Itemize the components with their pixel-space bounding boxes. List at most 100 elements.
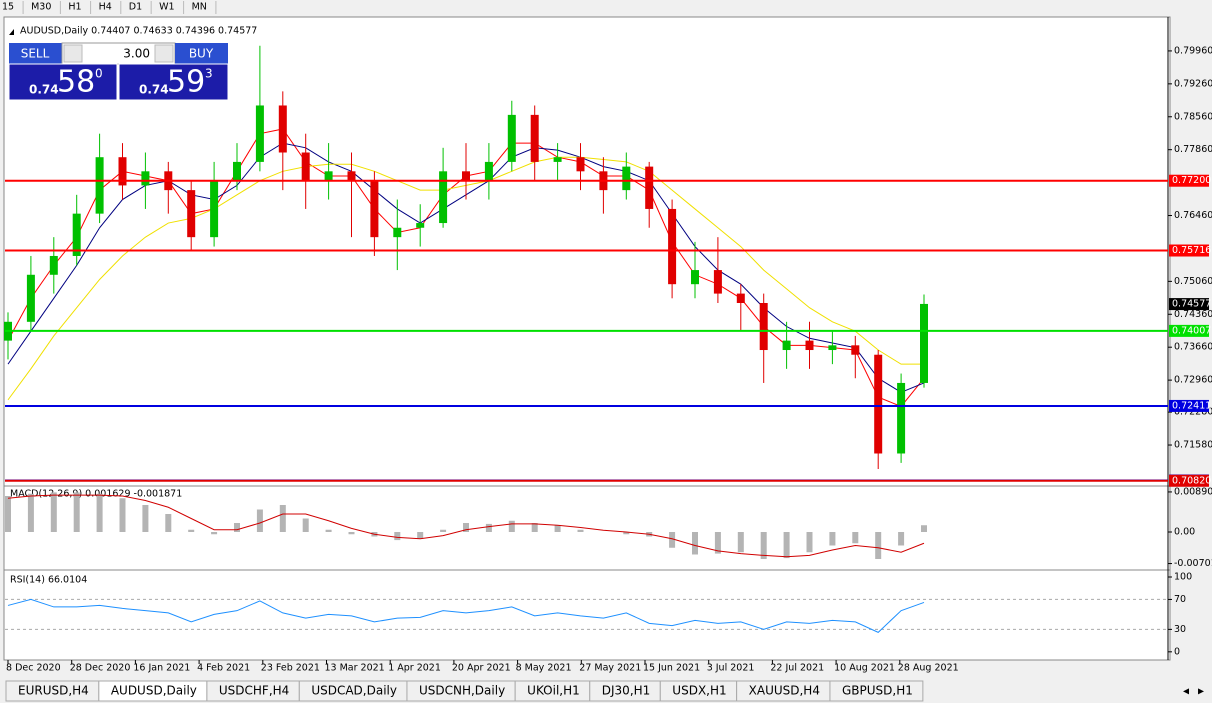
- macd-bar: [554, 525, 561, 532]
- macd-bar: [256, 509, 263, 532]
- candle-body: [187, 190, 196, 238]
- candle-body: [462, 171, 470, 181]
- level-label: 0.77200: [1172, 175, 1211, 186]
- sell-frac: 0: [95, 67, 103, 81]
- sell-big: 0.74: [29, 83, 59, 97]
- macd-bar: [394, 532, 401, 541]
- macd-bar: [508, 520, 515, 532]
- scroll-right[interactable]: ▸: [1198, 684, 1204, 698]
- sell-price[interactable]: [8, 63, 118, 101]
- candle-body: [691, 270, 699, 285]
- level-tag: [1169, 399, 1209, 412]
- level-label: 0.70820: [1172, 475, 1211, 486]
- rsi-label: 70: [1174, 594, 1186, 605]
- level-tag: [1169, 474, 1209, 487]
- date-label: 13 Mar 2021: [325, 663, 385, 674]
- sell-button[interactable]: [9, 43, 62, 64]
- candle-body: [645, 166, 654, 209]
- candle-body: [439, 171, 448, 224]
- candle-body: [576, 157, 585, 172]
- candle-body: [255, 105, 264, 162]
- sell-pips: 58: [57, 65, 95, 100]
- macd-bar: [50, 492, 57, 532]
- macd-bar: [829, 532, 836, 546]
- candle-body: [72, 213, 81, 256]
- level-tag: [1169, 174, 1209, 187]
- candle-body: [324, 171, 333, 181]
- tab-label[interactable]: USDX,H1: [672, 684, 726, 698]
- trade-panel: SELL 3.00 BUY 0.74 58 0 0.74 59 3: [8, 42, 229, 101]
- timeframe-button[interactable]: D1: [129, 2, 142, 13]
- price-label: 0.71580: [1174, 440, 1212, 451]
- tab-label[interactable]: AUDUSD,Daily: [111, 684, 197, 698]
- macd-bar: [165, 514, 172, 532]
- rsi-label: 0: [1174, 646, 1180, 657]
- macd-bar: [875, 532, 882, 559]
- tab-label[interactable]: UKOil,H1: [527, 684, 580, 698]
- candle-body: [416, 223, 425, 228]
- date-label: 8 Dec 2020: [6, 663, 61, 674]
- candle-body: [26, 274, 35, 322]
- rsi-label: 30: [1174, 624, 1186, 635]
- macd-bar: [440, 529, 447, 532]
- timeframe-button[interactable]: H4: [99, 2, 112, 13]
- tab-label[interactable]: EURUSD,H4: [18, 684, 89, 698]
- macd-label: 0.008904: [1174, 486, 1212, 497]
- price-label: 0.76460: [1174, 210, 1212, 221]
- tab-label[interactable]: XAUUSD,H4: [749, 684, 820, 698]
- macd-bar: [783, 532, 790, 559]
- macd-bar: [27, 493, 34, 532]
- macd-bar: [463, 523, 469, 532]
- candle-body: [49, 255, 58, 275]
- buy-frac: 3: [205, 67, 213, 81]
- candle-body: [713, 270, 722, 294]
- buy-button[interactable]: [175, 43, 228, 64]
- candle-body: [782, 340, 791, 351]
- tab-label[interactable]: USDCNH,Daily: [419, 684, 505, 698]
- lots-up[interactable]: [154, 44, 174, 63]
- lots-value[interactable]: 3.00: [123, 47, 150, 61]
- tab-label[interactable]: GBPUSD,H1: [842, 684, 913, 698]
- sell-label[interactable]: SELL: [21, 47, 50, 61]
- macd-bar: [577, 529, 584, 532]
- macd-bar: [348, 532, 355, 535]
- candle-body: [347, 171, 356, 181]
- macd-signal: [7, 494, 925, 558]
- date-label: 27 May 2021: [579, 663, 641, 674]
- macd-bar: [5, 496, 11, 532]
- buy-price[interactable]: [118, 63, 229, 101]
- scroll-left[interactable]: ◂: [1183, 684, 1189, 698]
- timeframe-button[interactable]: M30: [31, 2, 51, 13]
- macd-bar: [806, 532, 813, 553]
- tab-label[interactable]: USDCHF,H4: [219, 684, 289, 698]
- tab-label[interactable]: DJ30,H1: [602, 684, 651, 698]
- buy-label[interactable]: BUY: [189, 47, 214, 61]
- date-label: 28 Dec 2020: [70, 663, 131, 674]
- price-label: 0.77860: [1174, 144, 1212, 155]
- macd-bar: [760, 532, 767, 559]
- lots-down[interactable]: [63, 44, 83, 63]
- candle-body: [851, 345, 860, 355]
- macd-bar: [302, 518, 309, 532]
- collapse-icon[interactable]: [9, 29, 14, 35]
- macd-bar: [279, 505, 286, 532]
- candle-body: [393, 227, 402, 238]
- candle-body: [622, 166, 631, 191]
- macd-bar: [531, 523, 538, 532]
- tab[interactable]: [829, 680, 924, 702]
- candle-body: [484, 161, 493, 181]
- candle-body: [507, 114, 516, 162]
- rsi-label: 100: [1174, 571, 1192, 582]
- level-label: 0.72411: [1172, 400, 1211, 411]
- timeframe-button[interactable]: 15: [2, 2, 14, 13]
- candle-body: [736, 293, 745, 303]
- price-label: 0.79260: [1174, 78, 1212, 89]
- tab-label[interactable]: USDCAD,Daily: [311, 684, 397, 698]
- macd-label: 0.00: [1174, 527, 1195, 538]
- timeframe-button[interactable]: H1: [68, 2, 81, 13]
- price-label: 0.79960: [1174, 45, 1212, 56]
- price-label: 0.75060: [1174, 276, 1212, 287]
- toolbar: [0, 0, 1212, 16]
- timeframe-button[interactable]: MN: [192, 2, 207, 13]
- timeframe-button[interactable]: W1: [159, 2, 174, 13]
